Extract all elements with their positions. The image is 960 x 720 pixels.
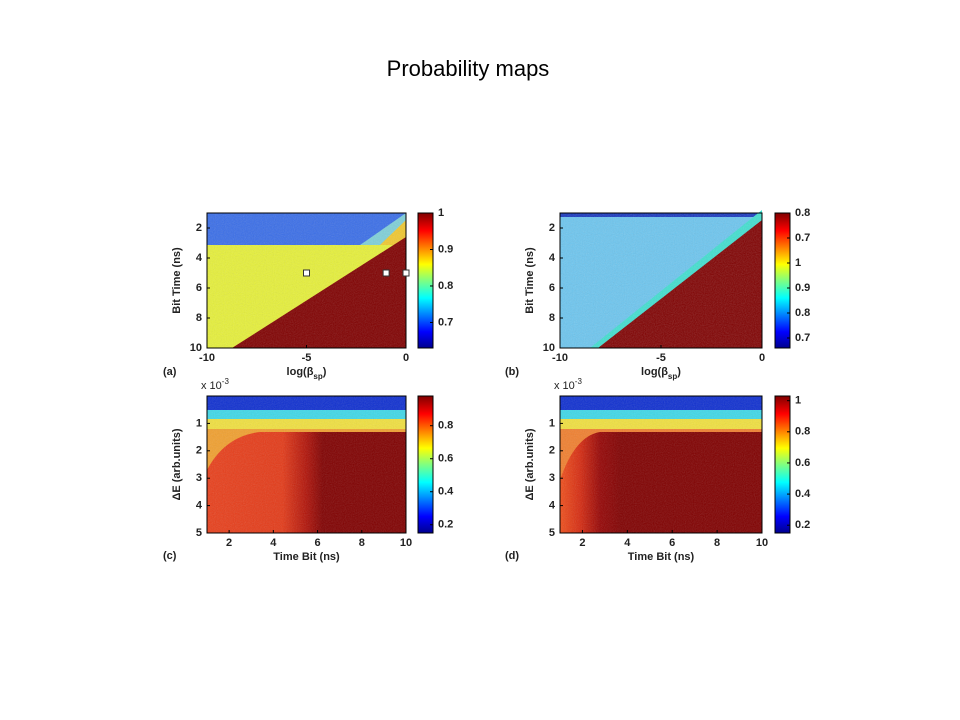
colorbar-tick-label: 1	[795, 395, 801, 407]
y-tick-label: 4	[549, 252, 556, 264]
x-axis-label: Time Bit (ns)	[273, 551, 340, 563]
y-tick-label: 2	[549, 222, 555, 234]
y-tick-label: 3	[196, 472, 202, 484]
colorbar-tick-label: 0.7	[795, 232, 810, 244]
y-tick-label: 6	[196, 282, 202, 294]
colorbar	[417, 212, 434, 349]
y-axis-label: Bit Time (ns)	[524, 247, 536, 314]
colorbar-tick-label: 0.7	[438, 316, 453, 328]
y-exponent-part: -3	[222, 377, 230, 386]
colorbar-tick-label: 1	[795, 257, 801, 269]
panel-label: (d)	[505, 550, 519, 562]
colorbar-tick-label: 0.8	[438, 280, 453, 292]
x-tick-label: 0	[759, 352, 765, 364]
colorbar	[417, 395, 434, 534]
x-axis-label-part: Time Bit (ns)	[628, 551, 695, 563]
x-tick-label: 10	[756, 537, 768, 549]
colorbar-tick-label: 0.6	[438, 453, 453, 465]
x-tick-label: 6	[669, 537, 675, 549]
heatmap-image	[560, 210, 762, 348]
colorbar-tick-label: 0.8	[795, 207, 810, 219]
x-axis-label-part: sp	[313, 372, 322, 381]
y-tick-label: 5	[549, 527, 555, 539]
x-tick-label: 6	[314, 537, 320, 549]
y-tick-label: 2	[196, 445, 202, 457]
slide-title: Probability maps	[387, 56, 550, 81]
x-axis-label: Time Bit (ns)	[628, 551, 695, 563]
x-axis-label-part: Time Bit (ns)	[273, 551, 340, 563]
marker	[303, 269, 310, 277]
x-axis-label-part: log(β	[287, 366, 314, 378]
y-exponent: x 10-3	[201, 377, 229, 392]
y-exponent: x 10-3	[554, 377, 582, 392]
colorbar-tick-label: 0.9	[438, 243, 453, 255]
marker	[382, 269, 390, 277]
x-axis-label-part: )	[677, 366, 681, 378]
x-axis-label: log(βsp)	[641, 366, 681, 381]
y-tick-label: 8	[549, 312, 555, 324]
y-tick-label: 4	[196, 252, 203, 264]
heatmap-image	[207, 213, 406, 348]
x-axis-label-part: sp	[668, 372, 677, 381]
y-tick-label: 8	[196, 312, 202, 324]
x-tick-label: 0	[403, 352, 409, 364]
colorbar-tick-label: 0.2	[795, 519, 810, 531]
y-axis-label: ΔE (arb.units)	[524, 428, 536, 500]
colorbar-tick-label: 0.4	[795, 488, 811, 500]
x-axis-label: log(βsp)	[287, 366, 327, 381]
x-tick-label: 4	[624, 537, 631, 549]
colorbar-tick-label: 0.8	[795, 307, 810, 319]
colorbar	[774, 212, 791, 349]
x-tick-label: -5	[656, 352, 666, 364]
y-tick-label: 10	[543, 342, 555, 354]
colorbar-tick-label: 1	[438, 207, 444, 219]
x-tick-label: 2	[226, 537, 232, 549]
y-tick-label: 4	[549, 500, 556, 512]
y-tick-label: 5	[196, 527, 202, 539]
x-axis-label-part: log(β	[641, 366, 668, 378]
colorbar-tick-label: 0.6	[795, 457, 810, 469]
x-axis-label-part: )	[323, 366, 327, 378]
x-tick-label: 8	[359, 537, 365, 549]
panel-label: (c)	[163, 550, 177, 562]
x-tick-label: 4	[270, 537, 277, 549]
x-tick-label: -10	[199, 352, 215, 364]
panel-label: (a)	[163, 366, 177, 378]
colorbar-tick-label: 0.8	[795, 426, 810, 438]
y-tick-label: 2	[549, 445, 555, 457]
y-axis-label: ΔE (arb.units)	[171, 428, 183, 500]
colorbar-tick-label: 0.4	[438, 486, 454, 498]
y-tick-label: 1	[196, 417, 202, 429]
plot-frame	[559, 395, 763, 534]
colorbar-tick-label: 0.2	[438, 519, 453, 531]
colorbar	[774, 395, 791, 534]
marker	[402, 269, 410, 277]
y-axis-label: Bit Time (ns)	[171, 247, 183, 314]
y-tick-label: 4	[196, 500, 203, 512]
y-exponent-part: -3	[575, 377, 583, 386]
y-tick-label: 1	[549, 417, 555, 429]
y-tick-label: 6	[549, 282, 555, 294]
heatmap-image	[207, 396, 406, 533]
colorbar-tick-label: 0.7	[795, 332, 810, 344]
y-exponent-part: x 10	[201, 380, 222, 392]
y-tick-label: 2	[196, 222, 202, 234]
x-tick-label: -5	[302, 352, 312, 364]
plot-frame	[206, 395, 407, 534]
panel-label: (b)	[505, 366, 519, 378]
x-tick-label: -10	[552, 352, 568, 364]
x-tick-label: 8	[714, 537, 720, 549]
x-tick-label: 2	[579, 537, 585, 549]
colorbar-tick-label: 0.8	[438, 420, 453, 432]
y-tick-label: 3	[549, 472, 555, 484]
y-tick-label: 10	[190, 342, 202, 354]
heatmap-image	[560, 396, 762, 533]
x-tick-label: 10	[400, 537, 412, 549]
y-exponent-part: x 10	[554, 380, 575, 392]
colorbar-tick-label: 0.9	[795, 282, 810, 294]
